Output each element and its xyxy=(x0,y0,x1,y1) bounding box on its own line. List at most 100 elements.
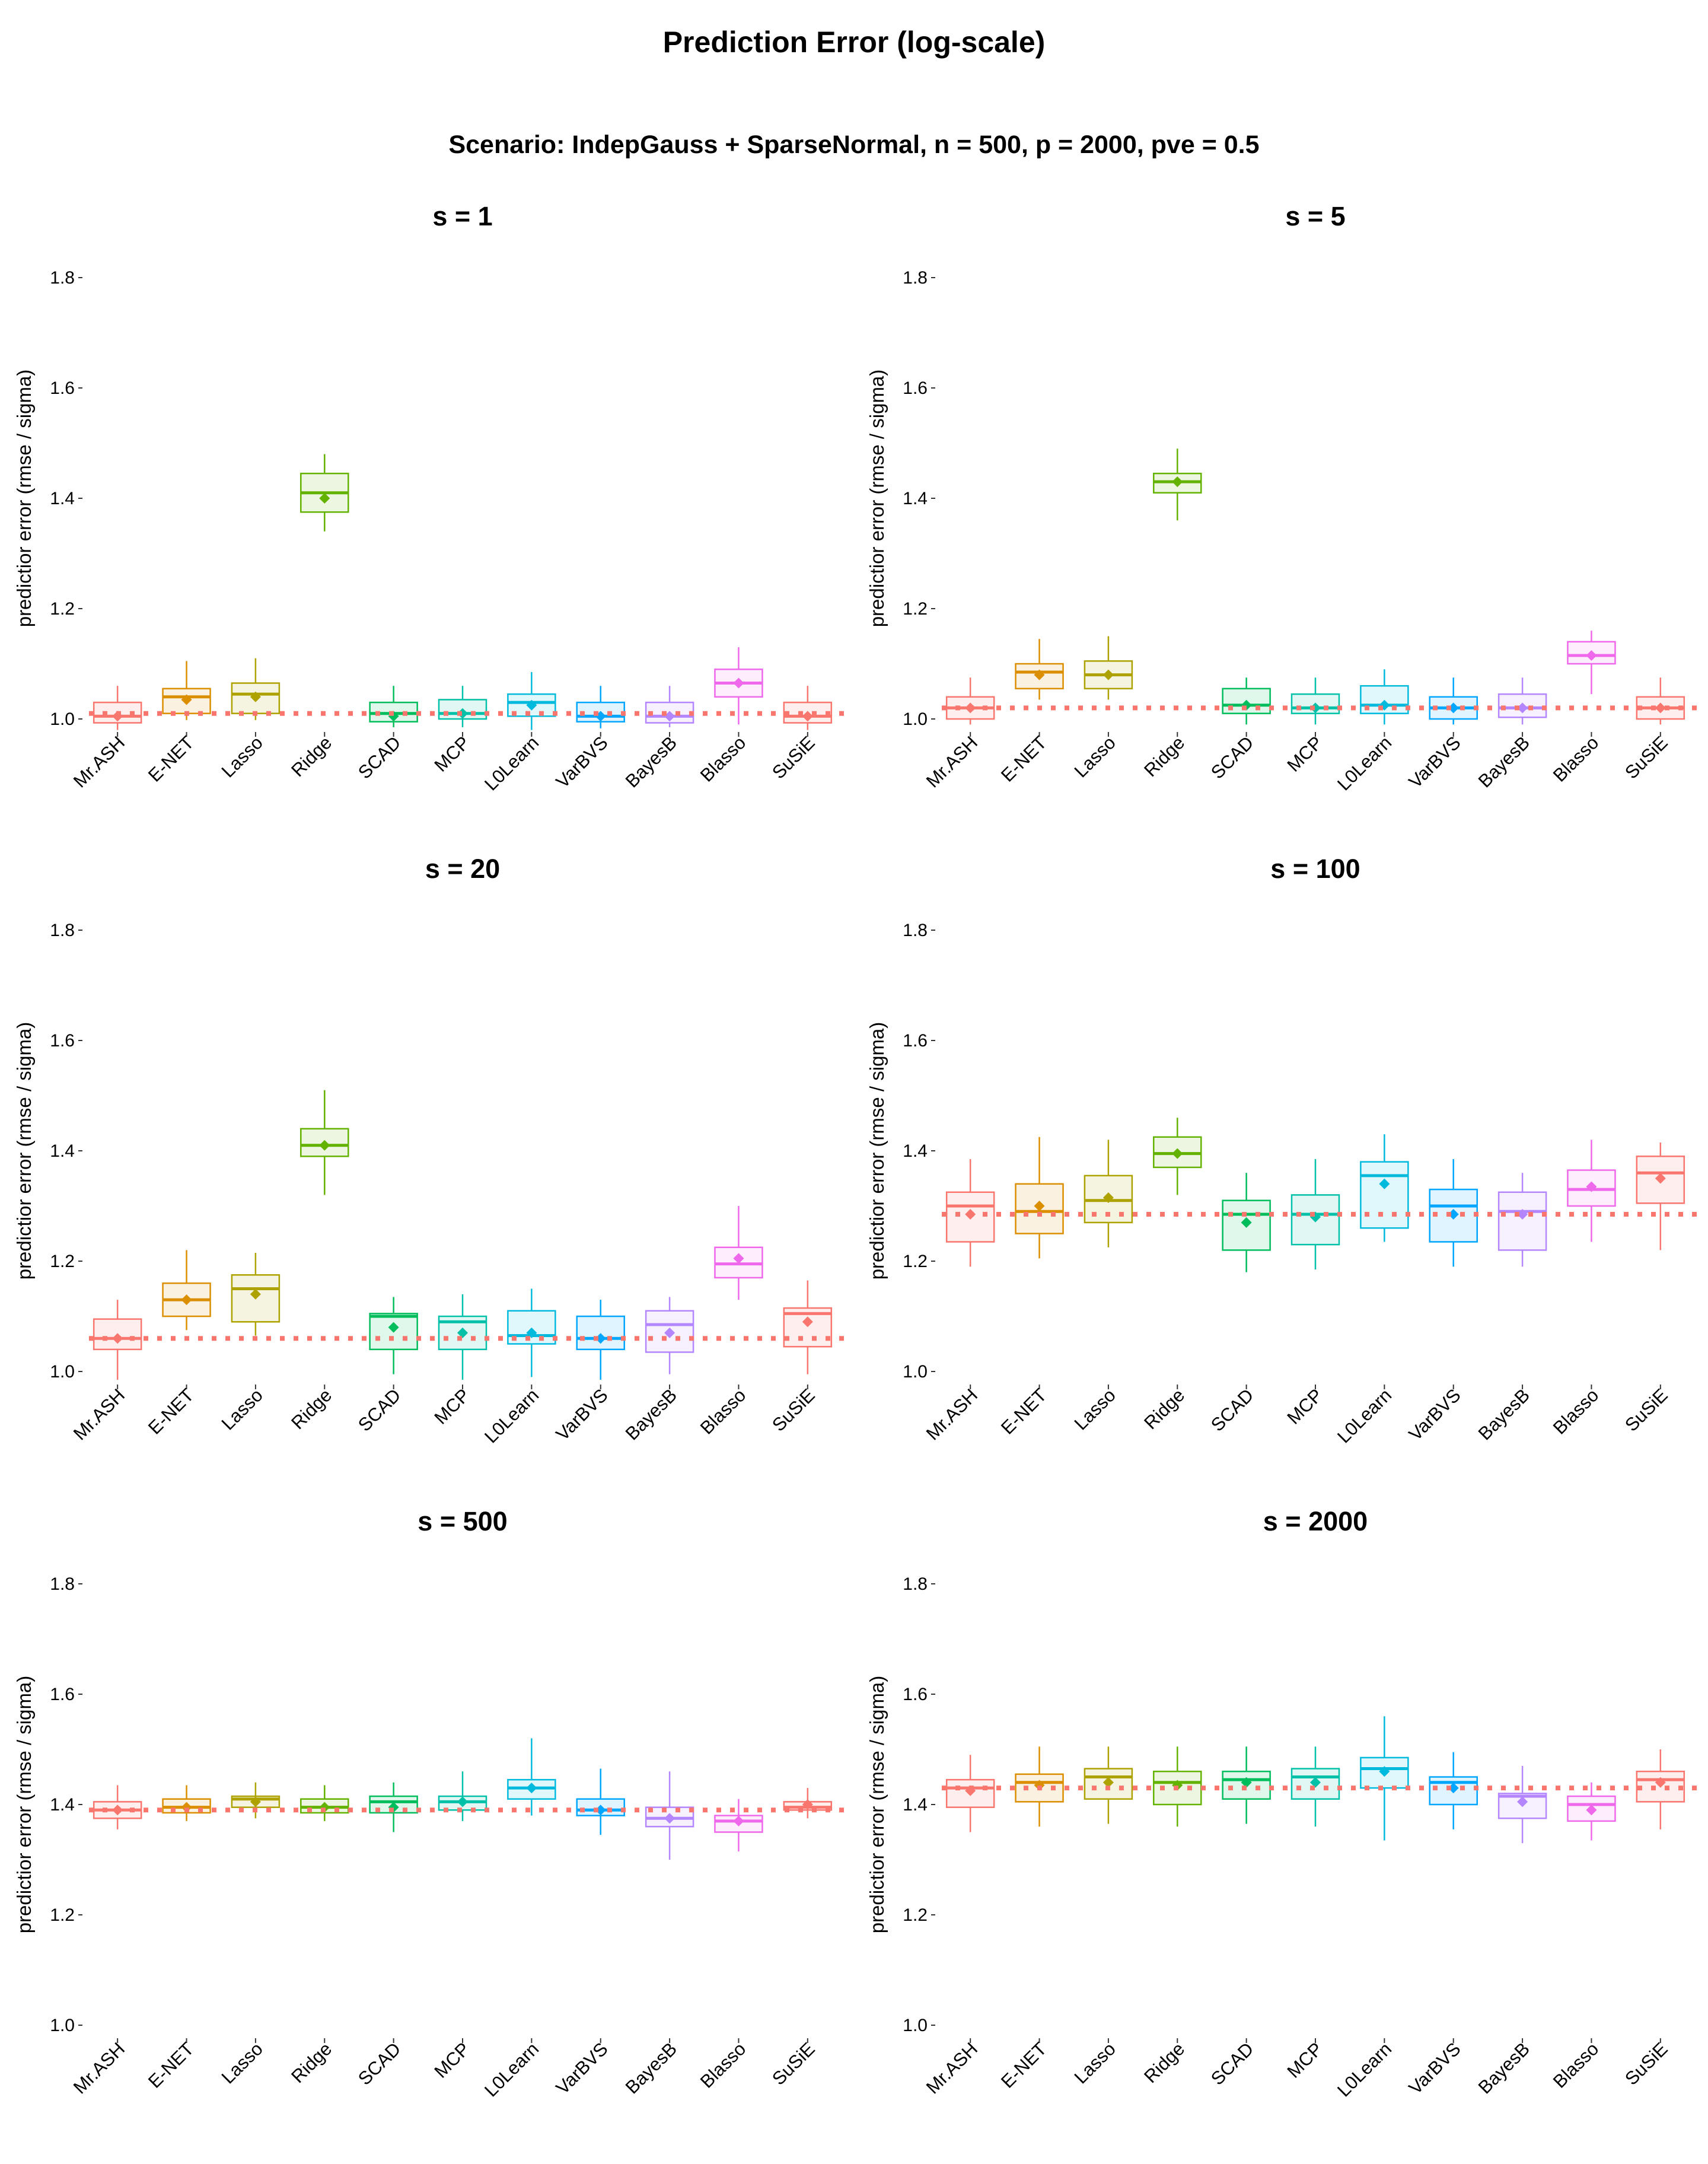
mean-marker xyxy=(1517,1796,1528,1807)
mean-marker xyxy=(1379,1178,1390,1189)
mean-marker xyxy=(181,1294,192,1306)
mean-marker xyxy=(1241,1217,1252,1228)
y-tick-label: 1.0 xyxy=(50,2016,75,2035)
box-E-NET xyxy=(1015,639,1064,700)
box-SCAD xyxy=(1222,1746,1271,1824)
y-tick-label: 1.6 xyxy=(903,378,928,398)
box-iqr xyxy=(1636,1156,1685,1204)
mean-marker xyxy=(733,677,744,689)
mean-marker xyxy=(250,1288,261,1300)
box-SuSiE xyxy=(1636,1143,1685,1250)
mean-marker xyxy=(595,1333,606,1344)
y-tick-label: 1.2 xyxy=(50,599,75,619)
mean-marker xyxy=(319,493,330,504)
y-tick-label: 1.0 xyxy=(903,1362,928,1382)
box-Ridge xyxy=(1153,448,1202,521)
box-SCAD xyxy=(1222,1173,1271,1272)
box-L0Learn xyxy=(1360,1134,1409,1242)
box-E-NET xyxy=(1015,1137,1064,1259)
box-Blasso xyxy=(1567,1782,1616,1841)
box-iqr xyxy=(1497,1191,1547,1251)
y-tick-label: 1.8 xyxy=(903,921,928,940)
box-Blasso xyxy=(714,647,763,725)
y-tick-label: 1.6 xyxy=(903,1685,928,1704)
box-SuSiE xyxy=(1636,677,1685,725)
box-Lasso xyxy=(1084,636,1133,700)
panel-title: s = 1 xyxy=(432,201,492,231)
box-Ridge xyxy=(300,1090,349,1195)
box-Mr.ASH xyxy=(945,1159,995,1267)
mean-marker xyxy=(1310,1777,1321,1788)
panels: s = 1 predictior error (rmse / sigma) 1.0 1… xyxy=(13,201,1700,2101)
box-Lasso xyxy=(231,658,281,720)
box-VarBVS xyxy=(1429,1752,1478,1829)
mean-marker xyxy=(457,1796,468,1807)
box-Blasso xyxy=(1567,1140,1616,1242)
mean-marker xyxy=(1586,650,1597,661)
y-axis-label: predictior error (rmse / sigma) xyxy=(13,1676,35,1934)
mean-marker xyxy=(319,1140,330,1151)
mean-marker xyxy=(526,699,537,711)
box-SuSiE xyxy=(1636,1749,1685,1829)
mean-marker xyxy=(1034,1780,1045,1791)
panel-title: s = 2000 xyxy=(1263,1506,1368,1536)
mean-marker xyxy=(802,711,813,722)
panel-title: s = 5 xyxy=(1285,201,1345,231)
mean-marker xyxy=(595,1805,606,1816)
y-tick-label: 1.2 xyxy=(903,1905,928,1925)
mean-marker xyxy=(1172,476,1183,488)
box-iqr xyxy=(576,1798,625,1816)
y-tick-label: 1.6 xyxy=(903,1031,928,1051)
y-tick-label: 1.8 xyxy=(50,921,75,940)
mean-marker xyxy=(1034,669,1045,680)
box-L0Learn xyxy=(507,1738,556,1816)
y-axis-label: predictior error (rmse / sigma) xyxy=(13,1022,35,1280)
mean-marker xyxy=(1310,702,1321,714)
mean-marker xyxy=(457,708,468,719)
y-tick-label: 1.8 xyxy=(50,1574,75,1594)
mean-marker xyxy=(1102,1192,1114,1204)
box-VarBVS xyxy=(1429,1159,1478,1267)
box-BayesB xyxy=(645,1771,694,1860)
figure-subtitle: Scenario: IndepGauss + SparseNormal, n =… xyxy=(448,131,1259,159)
mean-marker xyxy=(664,1813,675,1824)
box-iqr xyxy=(576,1315,625,1351)
mean-marker xyxy=(1517,702,1528,714)
box-VarBVS xyxy=(576,1300,625,1380)
box-VarBVS xyxy=(1429,677,1478,725)
mean-marker xyxy=(526,1327,537,1338)
box-E-NET xyxy=(1015,1746,1064,1827)
y-axis-label: predictior error (rmse / sigma) xyxy=(866,370,888,628)
panel-title: s = 100 xyxy=(1270,854,1360,884)
y-tick-label: 1.4 xyxy=(903,489,928,508)
box-L0Learn xyxy=(1360,669,1409,725)
mean-marker xyxy=(250,691,261,702)
y-tick-label: 1.2 xyxy=(50,1252,75,1271)
box-SCAD xyxy=(369,1297,418,1374)
mean-marker xyxy=(250,1796,261,1807)
box-VarBVS xyxy=(576,1768,625,1835)
mean-marker xyxy=(1241,1777,1252,1788)
mean-marker xyxy=(664,1327,675,1338)
y-tick-label: 1.4 xyxy=(50,1795,75,1815)
box-BayesB xyxy=(645,1297,694,1374)
y-tick-label: 1.8 xyxy=(903,1574,928,1594)
mean-marker xyxy=(1102,669,1114,680)
y-tick-label: 1.8 xyxy=(50,268,75,288)
mean-marker xyxy=(1448,1783,1459,1794)
box-iqr xyxy=(1360,1161,1409,1229)
y-tick-label: 1.0 xyxy=(50,709,75,729)
mean-marker xyxy=(1586,1181,1597,1192)
y-tick-label: 1.0 xyxy=(50,1362,75,1382)
y-axis-label: predictior error (rmse / sigma) xyxy=(866,1676,888,1934)
box-MCP xyxy=(438,1771,487,1821)
box-iqr xyxy=(1222,1770,1271,1800)
y-tick-label: 1.6 xyxy=(50,1031,75,1051)
box-Blasso xyxy=(1567,631,1616,695)
box-Ridge xyxy=(1153,1118,1202,1195)
mean-marker xyxy=(1655,1173,1666,1184)
y-tick-label: 1.2 xyxy=(903,599,928,619)
mean-marker xyxy=(733,1815,744,1826)
y-tick-label: 1.2 xyxy=(903,1252,928,1271)
